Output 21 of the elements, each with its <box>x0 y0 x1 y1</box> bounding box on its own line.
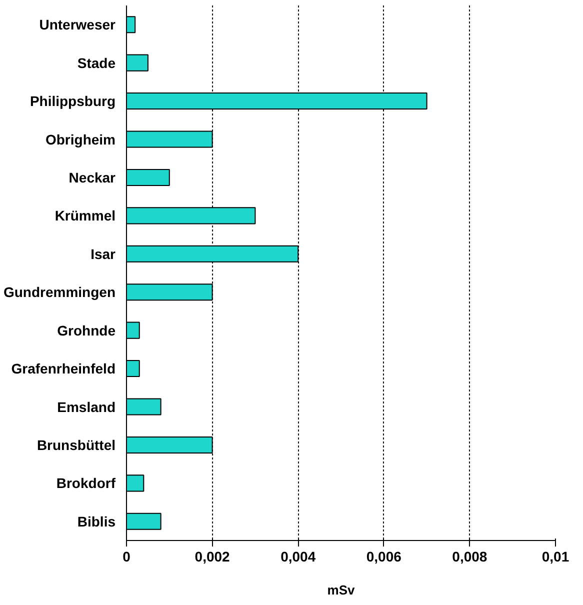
y-tick-label: Grohnde <box>57 322 116 338</box>
x-tick-label: 0,006 <box>366 548 402 564</box>
y-tick-label: Brokdorf <box>56 475 116 492</box>
x-tick-label: 0,004 <box>280 548 316 564</box>
y-tick-label: Neckar <box>68 169 116 186</box>
y-tick-label: Grafenrheinfeld <box>11 360 116 377</box>
x-tick-label: 0,01 <box>542 548 570 564</box>
y-tick-label: Obrigheim <box>45 131 116 148</box>
y-tick-label: Philippsburg <box>30 93 116 110</box>
y-tick-label: Isar <box>90 246 116 262</box>
y-tick-label: Emsland <box>57 398 116 415</box>
y-tick-label: Stade <box>77 54 116 71</box>
y-tick-label: Krümmel <box>54 208 116 224</box>
x-tick-label: 0,002 <box>194 548 230 564</box>
y-tick-label: Biblis <box>77 513 116 530</box>
y-tick-label: Unterweser <box>39 16 116 33</box>
x-tick-label: 0 <box>122 548 131 564</box>
y-tick-label: Gundremmingen <box>3 284 116 300</box>
x-tick-label: 0,008 <box>452 548 488 564</box>
y-tick-label: Brunsbüttel <box>36 436 116 453</box>
x-axis-title: mSv <box>327 582 356 598</box>
